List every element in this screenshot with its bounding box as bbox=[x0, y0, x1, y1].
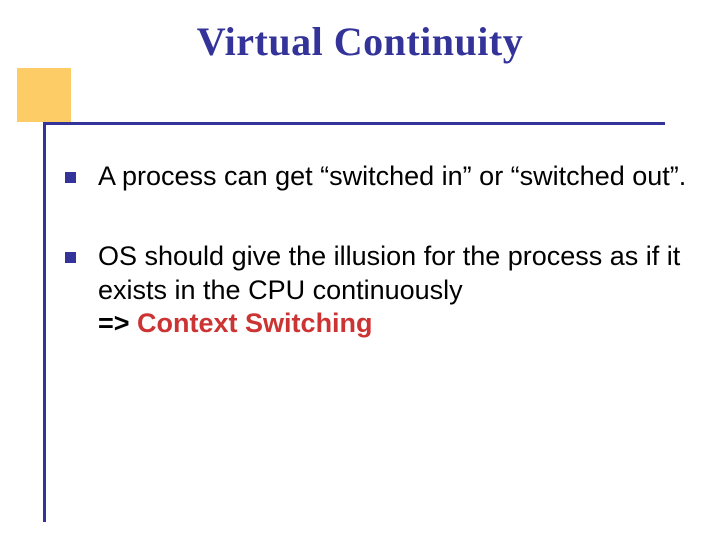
bullet-item: A process can get “switched in” or “swit… bbox=[65, 160, 690, 194]
bullet-text: A process can get “switched in” or “swit… bbox=[98, 160, 690, 194]
bullet-body: A process can get “switched in” or “swit… bbox=[98, 161, 686, 191]
bullet-strong-term: Context Switching bbox=[137, 308, 373, 338]
vertical-rule bbox=[43, 122, 46, 522]
bullet-text: OS should give the illusion for the proc… bbox=[98, 240, 690, 341]
bullet-prefix: => bbox=[98, 308, 137, 338]
slide: Virtual Continuity A process can get “sw… bbox=[0, 0, 720, 540]
bullet-item: OS should give the illusion for the proc… bbox=[65, 240, 690, 341]
slide-content: A process can get “switched in” or “swit… bbox=[65, 160, 690, 387]
bullet-marker-icon bbox=[65, 172, 76, 183]
bullet-marker-icon bbox=[65, 252, 76, 263]
slide-title: Virtual Continuity bbox=[0, 18, 720, 65]
accent-box bbox=[17, 68, 71, 122]
bullet-body: OS should give the illusion for the proc… bbox=[98, 241, 680, 305]
horizontal-rule bbox=[43, 122, 665, 125]
